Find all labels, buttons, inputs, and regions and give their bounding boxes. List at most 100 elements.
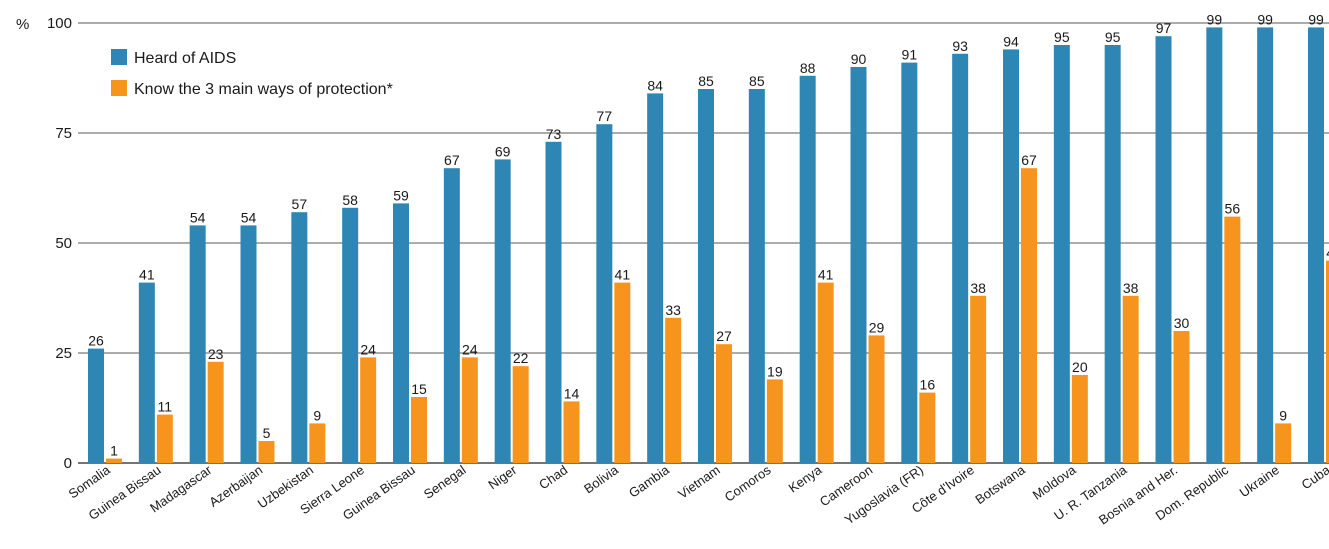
bars (88, 27, 1329, 464)
bar-protection (1326, 260, 1329, 463)
bar-heard (952, 53, 969, 464)
bar-protection-value: 24 (462, 341, 478, 357)
bar-protection-value: 30 (1174, 315, 1190, 331)
bar-protection (614, 282, 631, 463)
bar-heard-value: 73 (546, 126, 562, 142)
category-label: Gambia (626, 462, 673, 501)
bar-heard (494, 159, 511, 463)
bar-protection (258, 441, 275, 463)
legend-label-protection: Know the 3 main ways of protection* (134, 81, 393, 98)
bar-protection (360, 357, 377, 463)
y-tick-label: 100 (47, 15, 72, 32)
bar-protection (207, 361, 224, 463)
bar-heard-value: 94 (1003, 33, 1019, 49)
y-tick-label: 50 (55, 235, 72, 252)
bar-protection-value: 24 (360, 341, 376, 357)
bar-heard-value: 99 (1308, 11, 1324, 27)
bar-heard-value: 93 (952, 38, 968, 54)
bar-protection-value: 67 (1021, 152, 1037, 168)
bar-protection (512, 366, 529, 463)
bar-heard-value: 57 (292, 196, 308, 212)
category-label: Senegal (421, 462, 469, 502)
bar-heard-value: 26 (88, 333, 104, 349)
bar-heard-value: 77 (597, 108, 613, 124)
bar-heard (88, 348, 104, 463)
bar-heard-value: 69 (495, 143, 511, 159)
bar-protection (309, 423, 326, 463)
bar-heard (596, 124, 613, 463)
bar-heard-value: 41 (139, 267, 155, 283)
bar-protection-value: 14 (564, 385, 580, 401)
bar-heard (1104, 45, 1121, 463)
bar-protection (1122, 295, 1139, 463)
bar-protection-value: 5 (263, 425, 271, 441)
legend-swatch-protection (111, 80, 127, 96)
y-tick-label: 75 (55, 125, 72, 142)
bar-protection-value: 20 (1072, 359, 1088, 375)
bar-heard (901, 62, 918, 463)
bar-heard (698, 89, 714, 463)
category-label: Ukraine (1237, 462, 1282, 500)
legend: Heard of AIDS Know the 3 main ways of pr… (111, 49, 393, 98)
bar-heard (240, 225, 257, 463)
bar-protection-value: 29 (869, 319, 885, 335)
category-label: Vietnam (675, 462, 722, 502)
category-label: Bolivia (581, 462, 622, 497)
bar-heard (291, 212, 308, 463)
bar-protection (970, 295, 987, 463)
bar-heard (850, 67, 867, 463)
bar-heard (138, 282, 155, 463)
bar-protection (106, 458, 122, 463)
bar-heard (799, 75, 816, 464)
bar-heard (1003, 49, 1019, 464)
bar-heard (342, 207, 359, 463)
bar-heard (647, 93, 664, 464)
bar-protection (665, 317, 682, 463)
bar-protection-value: 9 (1279, 407, 1287, 423)
bar-protection (156, 414, 173, 463)
bar-heard-value: 84 (647, 77, 663, 93)
bar-heard-value: 88 (800, 60, 816, 76)
bar-protection-value: 11 (158, 399, 173, 415)
legend-swatch-heard (111, 49, 127, 65)
bar-heard-value: 85 (698, 73, 714, 89)
bar-heard (1308, 27, 1324, 464)
bar-heard-value: 67 (444, 152, 460, 168)
bar-protection (563, 401, 580, 463)
bar-protection (411, 397, 427, 463)
bar-protection (461, 357, 478, 463)
bar-protection-value: 16 (920, 377, 936, 393)
bar-protection-value: 19 (767, 363, 783, 379)
bar-heard-value: 85 (749, 73, 765, 89)
y-tick-label: 0 (64, 455, 72, 472)
bar-protection (868, 335, 885, 463)
bar-heard-value: 59 (393, 187, 409, 203)
y-unit-label: % (16, 16, 29, 33)
bar-protection-value: 22 (513, 350, 529, 366)
category-label: Botswana (972, 462, 1028, 507)
bar-heard-value: 58 (342, 192, 358, 208)
bar-heard (443, 168, 460, 463)
category-label: Niger (485, 462, 520, 492)
bar-protection-value: 38 (970, 280, 986, 296)
bar-heard-value: 90 (851, 51, 867, 67)
category-label: Kenya (786, 462, 825, 496)
bar-heard-value: 54 (190, 209, 206, 225)
category-label: Chad (536, 462, 570, 492)
bar-protection-value: 38 (1123, 280, 1139, 296)
y-axis: % 0 25 50 75 100 (16, 15, 72, 472)
bar-protection (716, 344, 732, 463)
bar-protection (1173, 331, 1190, 463)
bar-heard (1257, 27, 1274, 464)
bar-protection-value: 46 (1326, 245, 1329, 261)
bar-heard (545, 141, 562, 464)
bar-heard-value: 91 (902, 47, 918, 63)
bar-heard (1155, 36, 1172, 463)
bar-protection (817, 282, 834, 463)
legend-label-heard: Heard of AIDS (134, 50, 236, 67)
bar-heard-value: 95 (1054, 29, 1070, 45)
bar-protection-value: 56 (1225, 201, 1241, 217)
bar-heard-value: 99 (1207, 11, 1223, 27)
